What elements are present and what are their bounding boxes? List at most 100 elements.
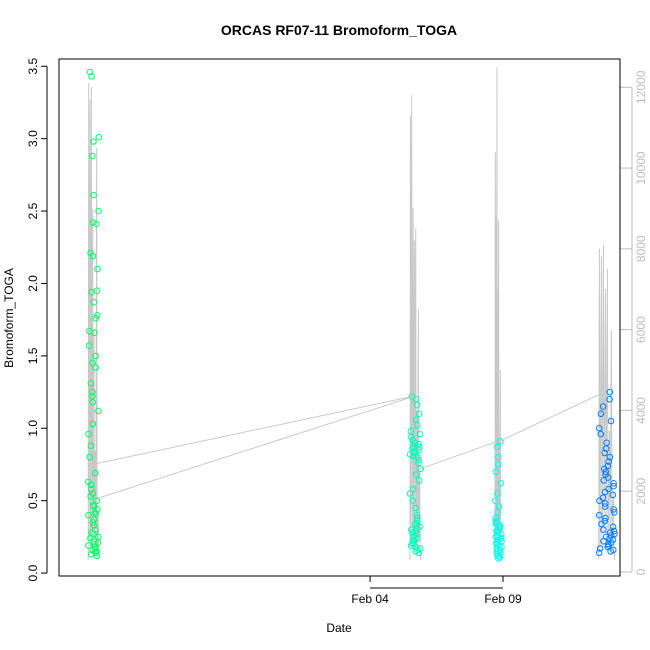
y2-tick-label: 10000 (634, 151, 648, 185)
data-point (93, 220, 100, 228)
data-point (89, 420, 97, 428)
data-points (85, 68, 618, 562)
data-point (497, 438, 504, 445)
data-point (609, 491, 617, 499)
data-point (415, 477, 423, 484)
data-point (599, 494, 607, 502)
data-point (492, 468, 500, 476)
y-tick-label: 0.5 (26, 492, 40, 509)
data-point (496, 553, 504, 561)
data-point (493, 443, 501, 451)
x-tick-label: Feb 09 (484, 592, 522, 606)
data-point (595, 425, 603, 432)
data-point (415, 410, 423, 418)
axes: 0.0 0.5 1.0 1.5 2.0 2.5 3.0 3.5 0 2000 4000 6000 800… (26, 58, 648, 606)
data-point (94, 265, 101, 273)
data-point (494, 536, 501, 544)
data-point (409, 497, 417, 505)
data-point (90, 522, 97, 529)
data-point (410, 452, 417, 460)
data-point (408, 526, 415, 534)
y-tick-label: 2.0 (26, 275, 40, 292)
data-point (597, 410, 605, 418)
data-point (493, 548, 501, 555)
y2-tick-label: 8000 (634, 235, 648, 262)
data-point (602, 468, 610, 476)
data-point (85, 542, 92, 549)
data-point (85, 511, 92, 519)
data-point (598, 520, 605, 528)
data-point (596, 497, 603, 505)
data-point (494, 461, 502, 468)
plot-frame (58, 58, 621, 577)
data-point (406, 451, 414, 458)
data-point (89, 219, 97, 226)
data-point (605, 542, 613, 549)
data-point (88, 73, 95, 80)
data-point (85, 342, 93, 350)
data-point (416, 430, 424, 438)
data-point (407, 542, 415, 549)
data-point (606, 453, 614, 461)
data-point (87, 380, 95, 387)
data-point (415, 443, 423, 451)
y-tick-label: 3.0 (26, 130, 40, 147)
transit-line (92, 395, 413, 465)
y2-tick-label: 2000 (634, 478, 648, 505)
data-point (90, 191, 97, 199)
data-point (609, 523, 617, 531)
data-point (86, 453, 93, 461)
transit-line (90, 395, 414, 502)
data-point (89, 359, 96, 367)
data-point (95, 133, 103, 141)
data-point (412, 471, 420, 478)
data-point (411, 449, 418, 457)
y2-tick-label: 6000 (634, 316, 648, 343)
data-point (90, 530, 97, 538)
data-point (600, 477, 608, 484)
data-point (409, 485, 417, 493)
data-point (596, 545, 604, 552)
data-point (611, 509, 618, 516)
data-point (610, 482, 617, 490)
data-point (87, 485, 95, 493)
data-point (605, 458, 613, 465)
data-point (497, 535, 505, 542)
data-point (606, 388, 614, 396)
data-point (610, 480, 617, 487)
data-point (412, 504, 419, 512)
data-point (601, 500, 609, 507)
data-point (415, 549, 423, 557)
data-point (414, 422, 421, 429)
data-point (595, 549, 603, 557)
data-point (88, 288, 95, 296)
x-tick-label: Feb 04 (351, 592, 389, 606)
data-point (90, 299, 98, 306)
data-point (85, 430, 92, 438)
data-point (601, 503, 609, 510)
altitude-lines (87, 67, 616, 560)
y2-tick-label: 4000 (634, 397, 648, 424)
data-point (611, 530, 618, 538)
transit-line (411, 440, 498, 473)
data-point (89, 519, 97, 526)
x-axis-label: Date (326, 621, 352, 635)
data-point (607, 417, 615, 425)
data-point (604, 474, 612, 481)
data-point (92, 364, 99, 371)
data-point (599, 403, 607, 410)
data-point (604, 543, 612, 551)
data-point (93, 548, 101, 555)
y-tick-label: 1.0 (26, 420, 40, 437)
data-point (597, 430, 605, 438)
data-point (494, 453, 502, 461)
data-point (93, 552, 100, 560)
data-point (491, 497, 499, 505)
data-point (95, 207, 102, 215)
data-point (89, 252, 97, 260)
data-point (95, 407, 102, 415)
data-point (417, 465, 424, 473)
data-point (91, 329, 98, 337)
y-tick-label: 2.5 (26, 202, 40, 219)
